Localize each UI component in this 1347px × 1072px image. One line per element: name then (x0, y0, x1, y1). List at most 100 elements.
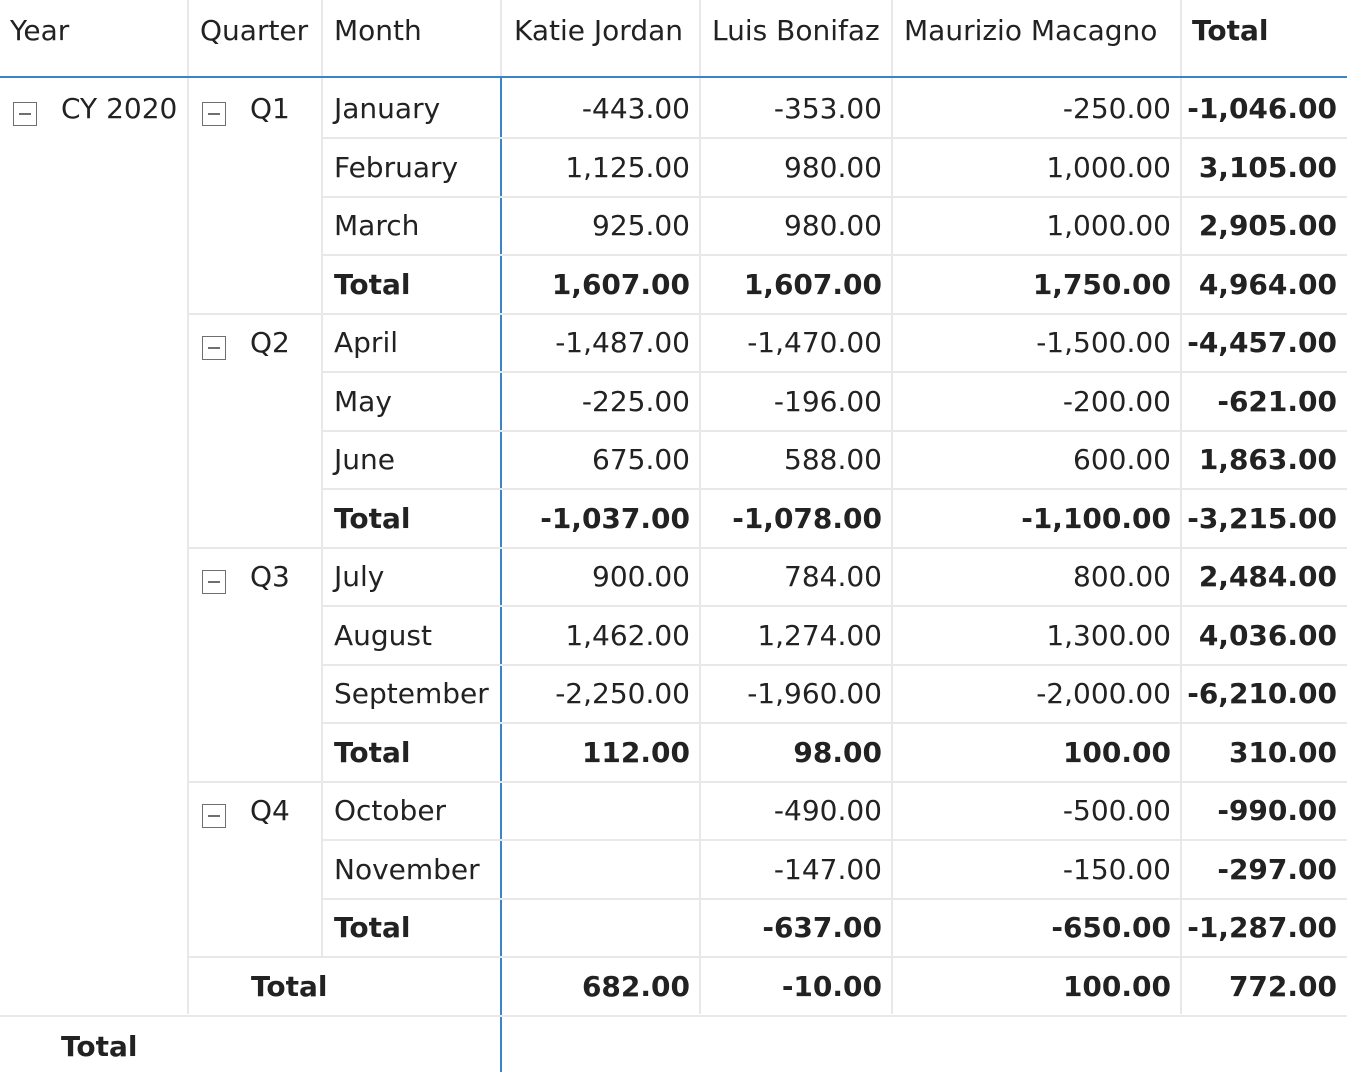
header-column-divider (321, 0, 323, 78)
quarter-total-luis-value: -1,078.00 (732, 501, 882, 535)
month-row-katie-value: 925.00 (592, 209, 690, 242)
month-row-katie-value: 1,125.00 (565, 150, 690, 184)
month-row-label: March (334, 209, 420, 242)
month-row-total-value: 4,036.00 (1198, 618, 1337, 652)
quarter-row-label: Q3 (250, 560, 290, 593)
month-row-label: August (334, 618, 432, 652)
quarter-total-label: Total (334, 735, 411, 769)
column-header-total[interactable]: Total (1192, 14, 1269, 47)
value-column-divider (891, 78, 893, 1014)
month-row-luis-value: -147.00 (773, 852, 882, 886)
month-row-divider (322, 839, 1347, 842)
month-row-divider (322, 254, 1347, 257)
quarter-total-katie-value: 112.00 (581, 735, 690, 769)
month-row-total-value: 2,905.00 (1198, 209, 1337, 242)
year-total-luis-value: -10.00 (781, 969, 882, 1003)
month-row-label: July (334, 560, 385, 593)
month-row-maurizio-value: -150.00 (1062, 852, 1171, 886)
quarter-total-luis-value: -637.00 (762, 911, 882, 944)
month-row-luis-value: 980.00 (784, 209, 882, 242)
month-row-divider (322, 722, 1347, 725)
month-row-luis-value: -196.00 (773, 384, 882, 418)
column-header-katie-jordan[interactable]: Katie Jordan (514, 14, 683, 47)
collapse-toggle-icon[interactable] (202, 336, 226, 360)
month-row-divider (322, 195, 1347, 198)
month-row-katie-value: -2,250.00 (555, 677, 690, 710)
month-row-luis-value: -353.00 (773, 92, 882, 125)
quarter-total-divider (188, 956, 1347, 959)
header-column-divider (500, 0, 502, 78)
value-column-divider (1180, 78, 1182, 1014)
quarter-total-maurizio-value: 100.00 (1062, 735, 1171, 769)
collapse-toggle-icon[interactable] (202, 102, 226, 126)
month-row-maurizio-value: 1,000.00 (1046, 150, 1171, 184)
month-row-maurizio-value: -2,000.00 (1036, 677, 1171, 710)
month-row-divider (322, 605, 1347, 608)
column-header-maurizio-macagno[interactable]: Maurizio Macagno (904, 14, 1158, 47)
grand-total-label: Total (61, 1030, 138, 1063)
month-row-luis-value: -1,470.00 (747, 326, 882, 359)
column-header-luis-bonifaz[interactable]: Luis Bonifaz (712, 14, 880, 47)
month-row-divider (322, 663, 1347, 666)
year-total-label: Total (251, 969, 328, 1003)
quarter-total-katie-value: 1,607.00 (551, 267, 690, 301)
quarter-total-divider (188, 312, 1347, 315)
quarter-row-label: Q4 (250, 794, 290, 827)
month-row-label: February (334, 150, 459, 184)
header-bottom-border (0, 76, 1347, 78)
quarter-total-divider (188, 546, 1347, 549)
year-column-divider (187, 78, 189, 1014)
month-row-divider (322, 488, 1347, 491)
row-header-border (500, 78, 502, 1072)
quarter-row-label: Q2 (250, 326, 290, 359)
quarter-total-luis-value: 98.00 (793, 735, 882, 769)
month-row-maurizio-value: -500.00 (1062, 794, 1171, 827)
value-column-divider (699, 78, 701, 1014)
month-row-katie-value: -443.00 (581, 92, 690, 125)
year-total-katie-value: 682.00 (581, 969, 690, 1003)
month-row-maurizio-value: -1,500.00 (1036, 326, 1171, 359)
month-row-maurizio-value: 1,300.00 (1046, 618, 1171, 652)
column-header-month[interactable]: Month (334, 14, 422, 47)
month-row-luis-value: 980.00 (784, 150, 882, 184)
month-row-divider (322, 429, 1347, 432)
quarter-total-maurizio-value: 1,750.00 (1032, 267, 1171, 301)
quarter-total-total-value: 310.00 (1228, 735, 1337, 769)
month-row-luis-value: 1,274.00 (757, 618, 882, 652)
year-total-maurizio-value: 100.00 (1062, 969, 1171, 1003)
column-header-quarter[interactable]: Quarter (200, 14, 309, 47)
month-row-total-value: -1,046.00 (1187, 92, 1337, 125)
month-row-total-value: 3,105.00 (1198, 150, 1337, 184)
quarter-total-maurizio-value: -650.00 (1051, 911, 1171, 944)
month-row-luis-value: -1,960.00 (747, 677, 882, 710)
month-row-label: January (334, 92, 441, 125)
month-row-maurizio-value: 600.00 (1073, 443, 1171, 476)
month-row-total-value: -6,210.00 (1187, 677, 1337, 710)
quarter-total-divider (188, 780, 1347, 783)
column-header-year[interactable]: Year (10, 14, 70, 47)
month-row-total-value: -297.00 (1217, 852, 1337, 886)
month-row-katie-value: -225.00 (581, 384, 690, 418)
month-row-maurizio-value: -250.00 (1062, 92, 1171, 125)
header-column-divider (699, 0, 701, 78)
month-row-total-value: -4,457.00 (1187, 326, 1337, 359)
month-row-luis-value: 784.00 (784, 560, 882, 593)
month-row-label: October (334, 794, 447, 827)
quarter-row-label: Q1 (250, 92, 290, 125)
month-row-luis-value: 588.00 (784, 443, 882, 476)
month-row-katie-value: 900.00 (592, 560, 690, 593)
quarter-total-label: Total (334, 267, 411, 301)
month-row-maurizio-value: 800.00 (1073, 560, 1171, 593)
quarter-total-luis-value: 1,607.00 (743, 267, 882, 301)
header-column-divider (891, 0, 893, 78)
month-row-total-value: 1,863.00 (1198, 443, 1337, 476)
month-row-label: May (334, 384, 392, 418)
collapse-toggle-icon[interactable] (13, 102, 37, 126)
quarter-total-total-value: -3,215.00 (1187, 501, 1337, 535)
quarter-total-total-value: 4,964.00 (1198, 267, 1337, 301)
collapse-toggle-icon[interactable] (202, 570, 226, 594)
collapse-toggle-icon[interactable] (202, 804, 226, 828)
month-row-maurizio-value: 1,000.00 (1046, 209, 1171, 242)
month-row-maurizio-value: -200.00 (1062, 384, 1171, 418)
